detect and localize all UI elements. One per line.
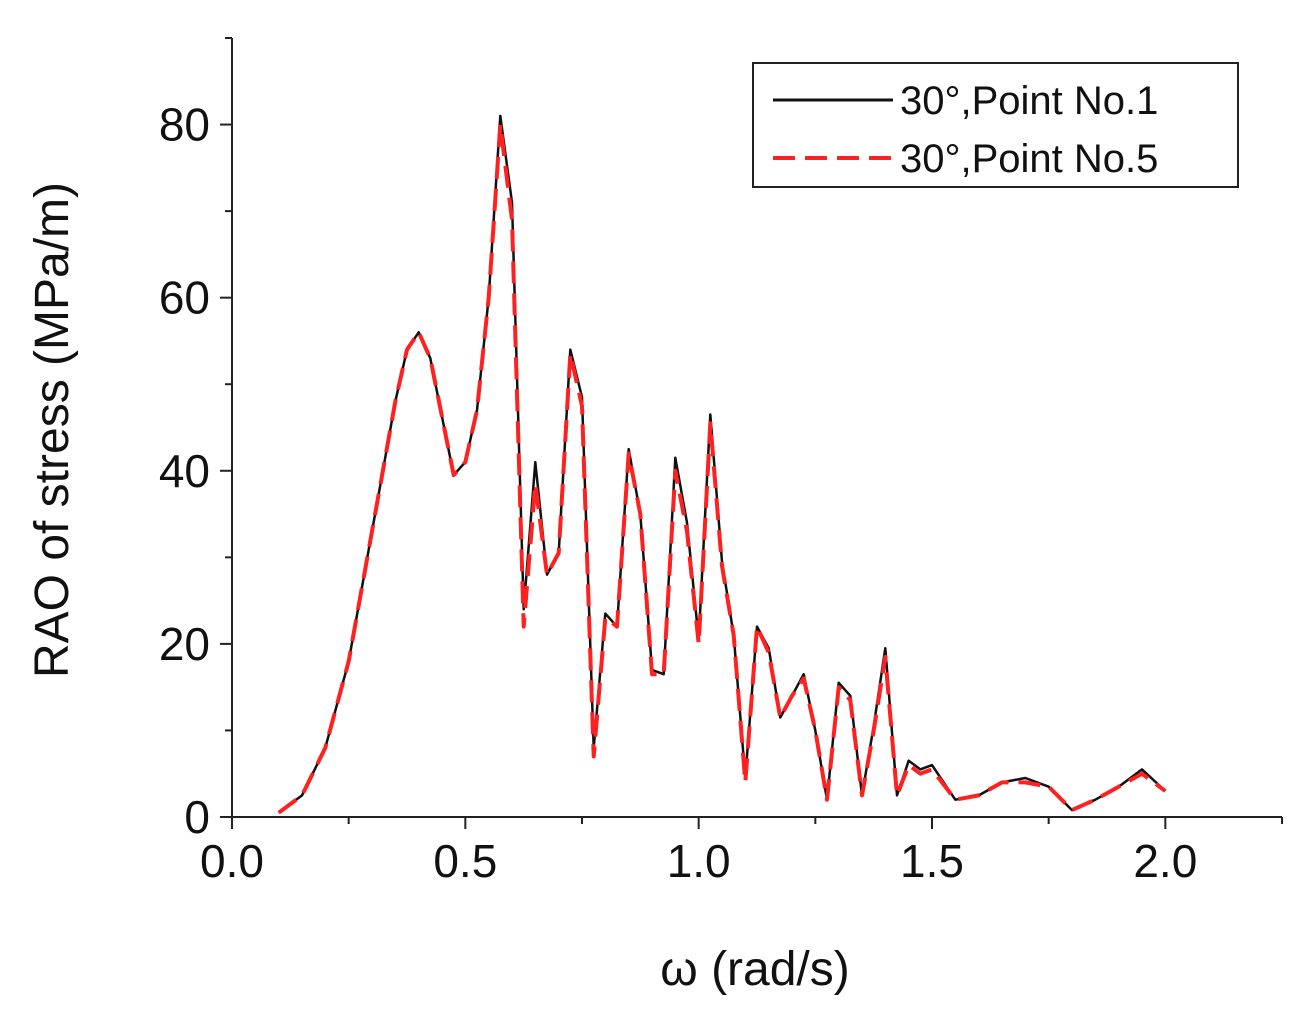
- y-axis-ticks: 0 20 40 60 80: [159, 37, 232, 843]
- legend-label-point-5: 30°,Point No.5: [900, 137, 1158, 181]
- x-axis-title: ω (rad/s): [660, 943, 850, 996]
- x-tick-label: 2.0: [1133, 835, 1197, 887]
- x-tick-label: 1.0: [667, 835, 731, 887]
- legend: 30°,Point No.1 30°,Point No.5: [752, 62, 1239, 188]
- legend-label-point-1: 30°,Point No.1: [900, 79, 1158, 123]
- x-tick-label: 0.0: [200, 835, 264, 887]
- x-axis-ticks: 0.0 0.5 1.0 1.5 2.0: [200, 817, 1283, 887]
- y-axis-title: RAO of stress (MPa/m): [26, 182, 79, 678]
- y-tick-label: 80: [159, 99, 210, 151]
- y-tick-label: 40: [159, 445, 210, 497]
- series-layer: [277, 114, 1167, 815]
- x-tick-label: 0.5: [433, 835, 497, 887]
- y-tick-label: 0: [184, 791, 210, 843]
- y-tick-label: 20: [159, 618, 210, 670]
- series-line-point-5: [277, 122, 1167, 815]
- legend-box: [752, 62, 1239, 188]
- series-line-point-1: [277, 114, 1167, 814]
- axes: [231, 38, 1282, 818]
- x-tick-label: 1.5: [900, 835, 964, 887]
- y-tick-label: 60: [159, 272, 210, 324]
